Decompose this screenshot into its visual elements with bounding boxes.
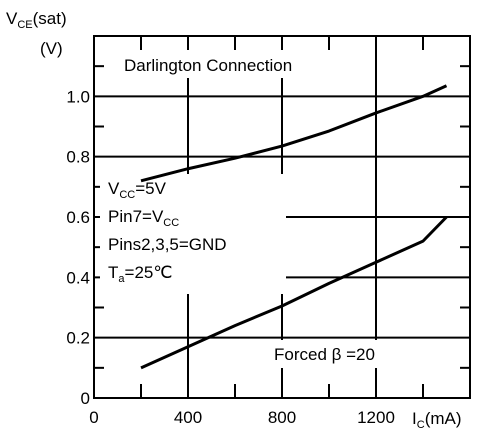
annotation-pins: Pins2,3,5=GND <box>108 235 227 254</box>
x-ticks: 0 400 800 1200 <box>89 408 395 427</box>
forced-box <box>268 340 426 368</box>
series-line-1 <box>140 84 448 183</box>
y-tick-label: 1.0 <box>66 87 90 106</box>
x-tick-label: 1200 <box>357 408 395 427</box>
x-axis-label: IC(mA) <box>412 409 462 431</box>
annotation-ta: Ta=25℃ <box>108 263 172 285</box>
x-tick-label: 800 <box>268 408 296 427</box>
annotation-vcc: VCC=5V <box>108 179 167 201</box>
series <box>140 84 448 370</box>
y-tick-label: 0.4 <box>66 268 90 287</box>
plot-frame <box>93 35 471 399</box>
y-ticks: 0 0.2 0.4 0.6 0.8 1.0 <box>66 87 90 408</box>
x-tick-label: 0 <box>89 408 98 427</box>
title-box <box>118 50 346 78</box>
conditions-box <box>100 174 286 294</box>
y-tick-label: 0 <box>81 389 90 408</box>
y-axis-unit: (V) <box>40 39 63 58</box>
annotation-forced: Forced β =20 <box>274 345 375 364</box>
annotation-title: Darlington Connection <box>124 56 292 75</box>
y-axis-label: VCE(sat) <box>6 9 67 31</box>
y-tick-label: 0.8 <box>66 148 90 167</box>
y-tick-label: 0.6 <box>66 208 90 227</box>
series-line-2 <box>140 215 448 370</box>
annotation-pin7: Pin7=VCC <box>108 207 179 229</box>
y-tick-label: 0.2 <box>66 329 90 348</box>
x-tick-label: 400 <box>174 408 202 427</box>
